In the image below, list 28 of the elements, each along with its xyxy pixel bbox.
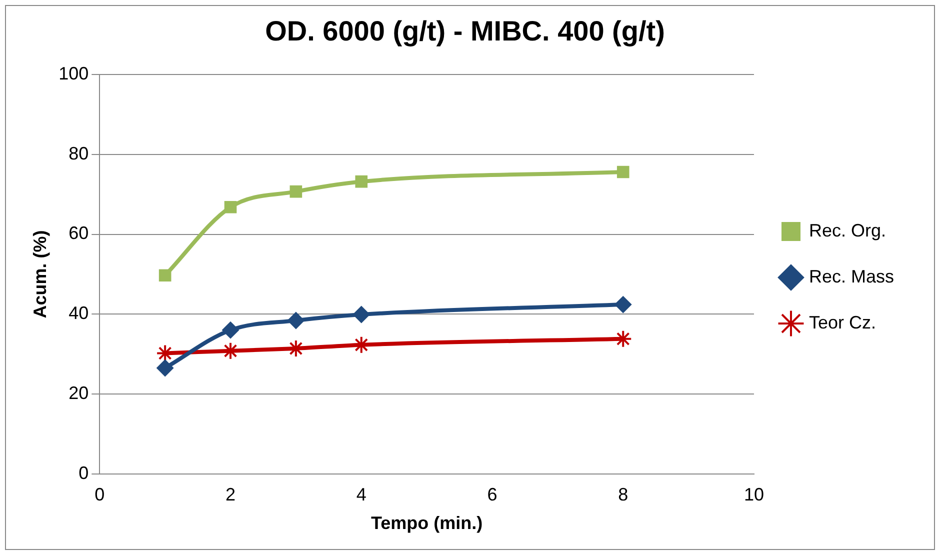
point bbox=[614, 296, 632, 314]
y-tick-label: 0 bbox=[78, 462, 89, 483]
point bbox=[156, 360, 174, 377]
y-tick-label: 20 bbox=[68, 382, 89, 403]
x-tick-label: 10 bbox=[744, 484, 764, 505]
legend-label: Rec. Mass bbox=[808, 266, 894, 286]
y-tick-label: 100 bbox=[58, 64, 89, 84]
y-tick-label: 40 bbox=[68, 303, 89, 324]
y-tick-label: 60 bbox=[68, 223, 89, 244]
legend-label: Rec. Org. bbox=[808, 220, 886, 240]
point bbox=[290, 185, 302, 198]
point bbox=[355, 175, 368, 188]
x-tick-label: 6 bbox=[487, 484, 498, 505]
chart-title: OD. 6000 (g/t) - MIBC. 400 (g/t) bbox=[265, 16, 665, 47]
point bbox=[158, 269, 172, 282]
x-tick-label: 8 bbox=[618, 484, 628, 505]
x-tick-label: 4 bbox=[356, 484, 366, 505]
x-axis-title: Tempo (min.) bbox=[370, 513, 483, 534]
point bbox=[222, 322, 240, 339]
x-tick-label: 0 bbox=[94, 484, 105, 505]
y-axis-title: Acum. (%) bbox=[30, 230, 50, 318]
x-tick-label: 2 bbox=[225, 484, 236, 505]
point bbox=[352, 306, 370, 324]
legend-label: Teor Cz. bbox=[808, 312, 876, 332]
point bbox=[224, 200, 237, 214]
point bbox=[616, 166, 630, 178]
point bbox=[287, 312, 304, 330]
y-tick-label: 80 bbox=[68, 143, 89, 164]
